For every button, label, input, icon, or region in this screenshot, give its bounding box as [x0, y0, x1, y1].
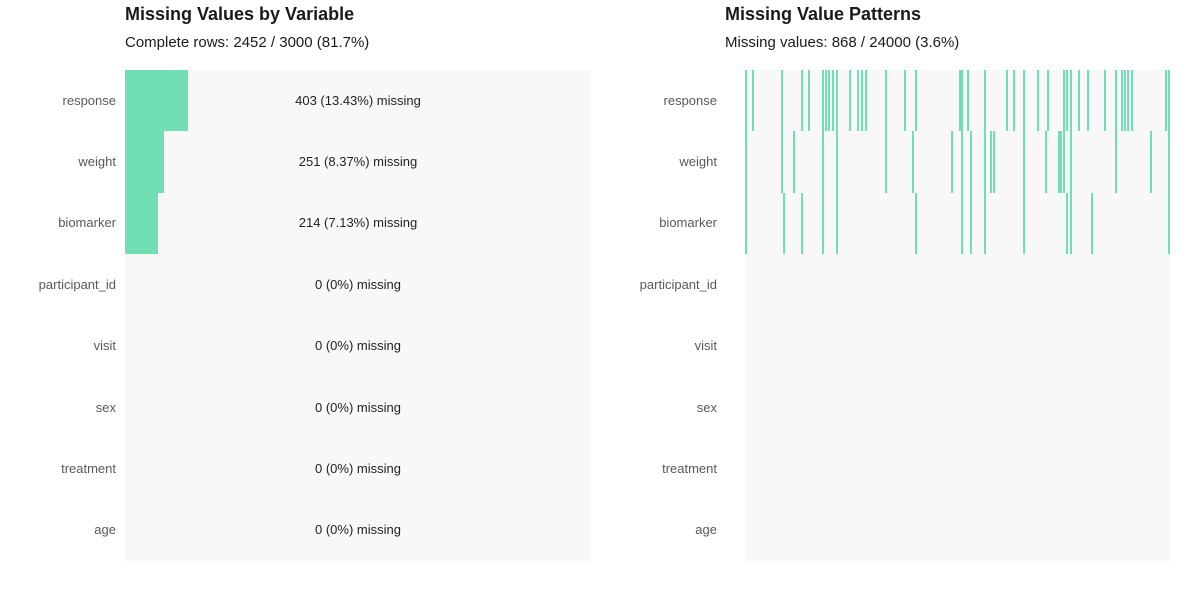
missing-cell-mark	[861, 70, 863, 132]
pattern-axis-label-biomarker: biomarker	[659, 215, 717, 231]
missing-cell-mark	[1131, 70, 1133, 132]
bar-value-label-visit: 0 (0%) missing	[315, 338, 401, 354]
pattern-axis-label-sex: sex	[696, 399, 717, 415]
missing-cell-mark	[849, 70, 851, 132]
bar-value-label-treatment: 0 (0%) missing	[315, 460, 401, 476]
axis-label-participant_id: participant_id	[38, 276, 116, 292]
missing-cell-mark	[752, 70, 754, 132]
missing-cell-mark	[808, 70, 810, 132]
pattern-axis-label-visit: visit	[694, 338, 717, 354]
missing-cell-mark	[1127, 70, 1129, 132]
missing-cell-mark	[783, 192, 785, 255]
missing-cell-mark	[822, 70, 824, 255]
missing-cell-mark	[959, 70, 961, 132]
axis-label-age: age	[94, 522, 116, 538]
missing-cell-mark	[1091, 192, 1093, 255]
missing-by-variable-chart: 403 (13.43%) missing 251 (8.37%) missing 2…	[125, 70, 591, 561]
bar-weight	[125, 131, 164, 193]
bar-value-label-age: 0 (0%) missing	[315, 522, 401, 538]
missing-cell-mark	[1070, 70, 1072, 255]
pattern-axis-label-response: response	[663, 92, 717, 108]
missing-cell-mark	[1066, 70, 1068, 132]
missing-cell-mark	[1047, 70, 1049, 132]
missing-cell-mark	[801, 192, 803, 255]
missing-cell-mark	[1165, 70, 1167, 132]
missing-cell-mark	[1013, 70, 1015, 132]
left-chart-subtitle: Complete rows: 2452 / 3000 (81.7%)	[125, 34, 370, 51]
missing-cell-mark	[967, 70, 969, 132]
bar-value-label-biomarker: 214 (7.13%) missing	[298, 215, 418, 231]
missing-cell-mark	[1168, 70, 1170, 255]
missing-cell-mark	[1124, 70, 1126, 132]
missing-cell-mark	[961, 70, 963, 255]
pattern-axis-label-weight: weight	[679, 154, 717, 170]
right-chart-title: Missing Value Patterns	[725, 4, 922, 24]
pattern-axis-label-treatment: treatment	[662, 460, 717, 476]
missing-cell-mark	[1150, 131, 1152, 193]
missing-cell-mark	[1006, 70, 1008, 132]
right-chart-subtitle: Missing values: 868 / 24000 (3.6%)	[725, 34, 960, 51]
missing-cell-mark	[857, 70, 859, 132]
missing-cell-mark	[1058, 131, 1060, 193]
missing-cell-mark	[984, 70, 986, 255]
missing-cell-mark	[1066, 192, 1068, 255]
missing-cell-mark	[1060, 131, 1062, 193]
missing-cell-mark	[915, 70, 917, 132]
pattern-axis-label-participant_id: participant_id	[639, 276, 717, 292]
bar-value-label-participant_id: 0 (0%) missing	[315, 276, 401, 292]
missing-cell-mark	[970, 131, 972, 255]
missing-cell-mark	[1115, 70, 1117, 193]
axis-label-sex: sex	[95, 399, 116, 415]
axis-label-visit: visit	[93, 338, 116, 354]
missing-cell-mark	[990, 131, 992, 193]
missing-cell-mark	[865, 70, 867, 132]
missing-cell-mark	[781, 70, 783, 193]
bar-value-label-sex: 0 (0%) missing	[315, 399, 401, 415]
missing-cell-mark	[1104, 70, 1106, 132]
missing-cell-mark	[1045, 131, 1047, 193]
missing-cell-mark	[951, 131, 953, 193]
axis-label-biomarker: biomarker	[58, 215, 116, 231]
missing-pattern-chart	[745, 70, 1170, 561]
missing-cell-mark	[904, 70, 906, 132]
missing-cell-mark	[915, 192, 917, 255]
missing-cell-mark	[793, 131, 795, 193]
missing-cell-mark	[832, 70, 834, 132]
axis-label-treatment: treatment	[61, 460, 116, 476]
bar-response	[125, 70, 188, 132]
axis-label-weight: weight	[78, 154, 116, 170]
missing-cell-mark	[828, 70, 830, 132]
bar-value-label-weight: 251 (8.37%) missing	[298, 154, 418, 170]
bar-value-label-response: 403 (13.43%) missing	[295, 92, 421, 108]
missing-cell-mark	[1023, 70, 1025, 255]
missing-cell-mark	[801, 70, 803, 132]
missing-cell-mark	[993, 131, 995, 193]
bar-biomarker	[125, 192, 159, 255]
missing-cell-mark	[1063, 70, 1065, 193]
missing-cell-mark	[1121, 70, 1123, 132]
missing-cell-mark	[836, 70, 838, 255]
missing-cell-mark	[745, 70, 747, 255]
missing-cell-mark	[912, 131, 914, 193]
missing-cell-mark	[885, 70, 887, 193]
missing-cell-mark	[825, 70, 827, 132]
missing-cell-mark	[1037, 70, 1039, 132]
missing-cell-mark	[1087, 70, 1089, 132]
missing-cell-mark	[1078, 70, 1080, 132]
left-chart-title: Missing Values by Variable	[125, 4, 355, 24]
pattern-axis-label-age: age	[695, 522, 717, 538]
axis-label-response: response	[62, 92, 116, 108]
